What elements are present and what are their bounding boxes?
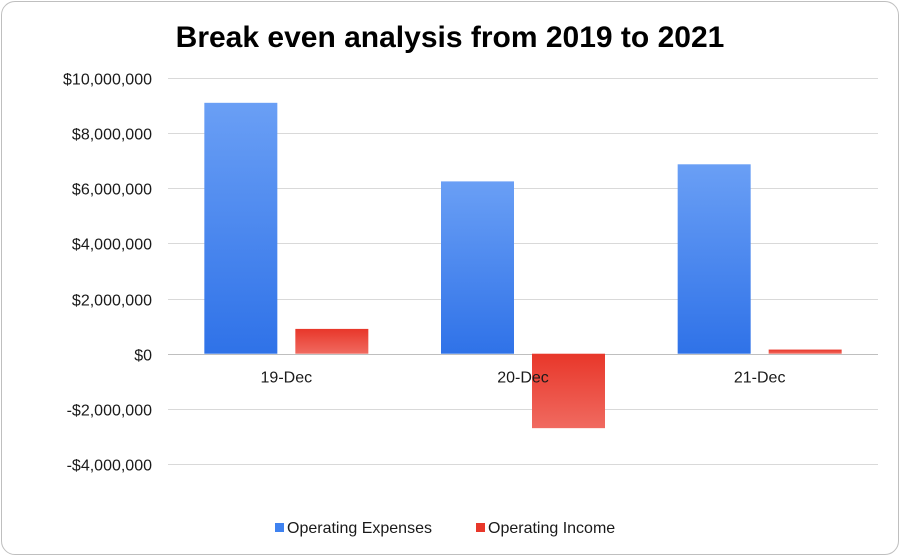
gridlines <box>168 78 878 465</box>
x-axis-ticks: 19-Dec 20-Dec 21-Dec <box>261 370 786 387</box>
y-tick-label: -$4,000,000 <box>67 458 153 475</box>
legend-swatch <box>476 523 485 532</box>
x-tick-label: 20-Dec <box>497 370 549 387</box>
legend-label: Operating Expenses <box>287 520 432 537</box>
bar-operating-expenses-20-dec <box>441 181 514 354</box>
legend-swatch <box>275 523 284 532</box>
y-tick-label: $4,000,000 <box>72 237 152 254</box>
legend: Operating Expenses Operating Income <box>275 520 615 537</box>
bar-operating-income-20-dec <box>532 353 605 429</box>
bar-operating-income-19-dec <box>295 328 369 354</box>
y-tick-label: $0 <box>134 348 152 365</box>
y-tick-label: $2,000,000 <box>72 293 152 310</box>
y-tick-label: $6,000,000 <box>72 182 152 199</box>
chart-title: Break even analysis from 2019 to 2021 <box>176 21 725 54</box>
y-tick-label: $8,000,000 <box>72 127 152 144</box>
y-axis-ticks: $10,000,000 $8,000,000 $6,000,000 $4,000,00… <box>63 72 152 475</box>
x-tick-label: 21-Dec <box>734 370 786 387</box>
bar-operating-income-21-dec <box>768 349 842 354</box>
legend-label: Operating Income <box>488 520 615 537</box>
bar-operating-expenses-21-dec <box>677 164 751 354</box>
bar-operating-expenses-19-dec <box>204 102 278 354</box>
y-tick-label: $10,000,000 <box>63 72 152 89</box>
bars <box>204 102 842 429</box>
y-tick-label: -$2,000,000 <box>67 403 153 420</box>
x-tick-label: 19-Dec <box>261 370 313 387</box>
